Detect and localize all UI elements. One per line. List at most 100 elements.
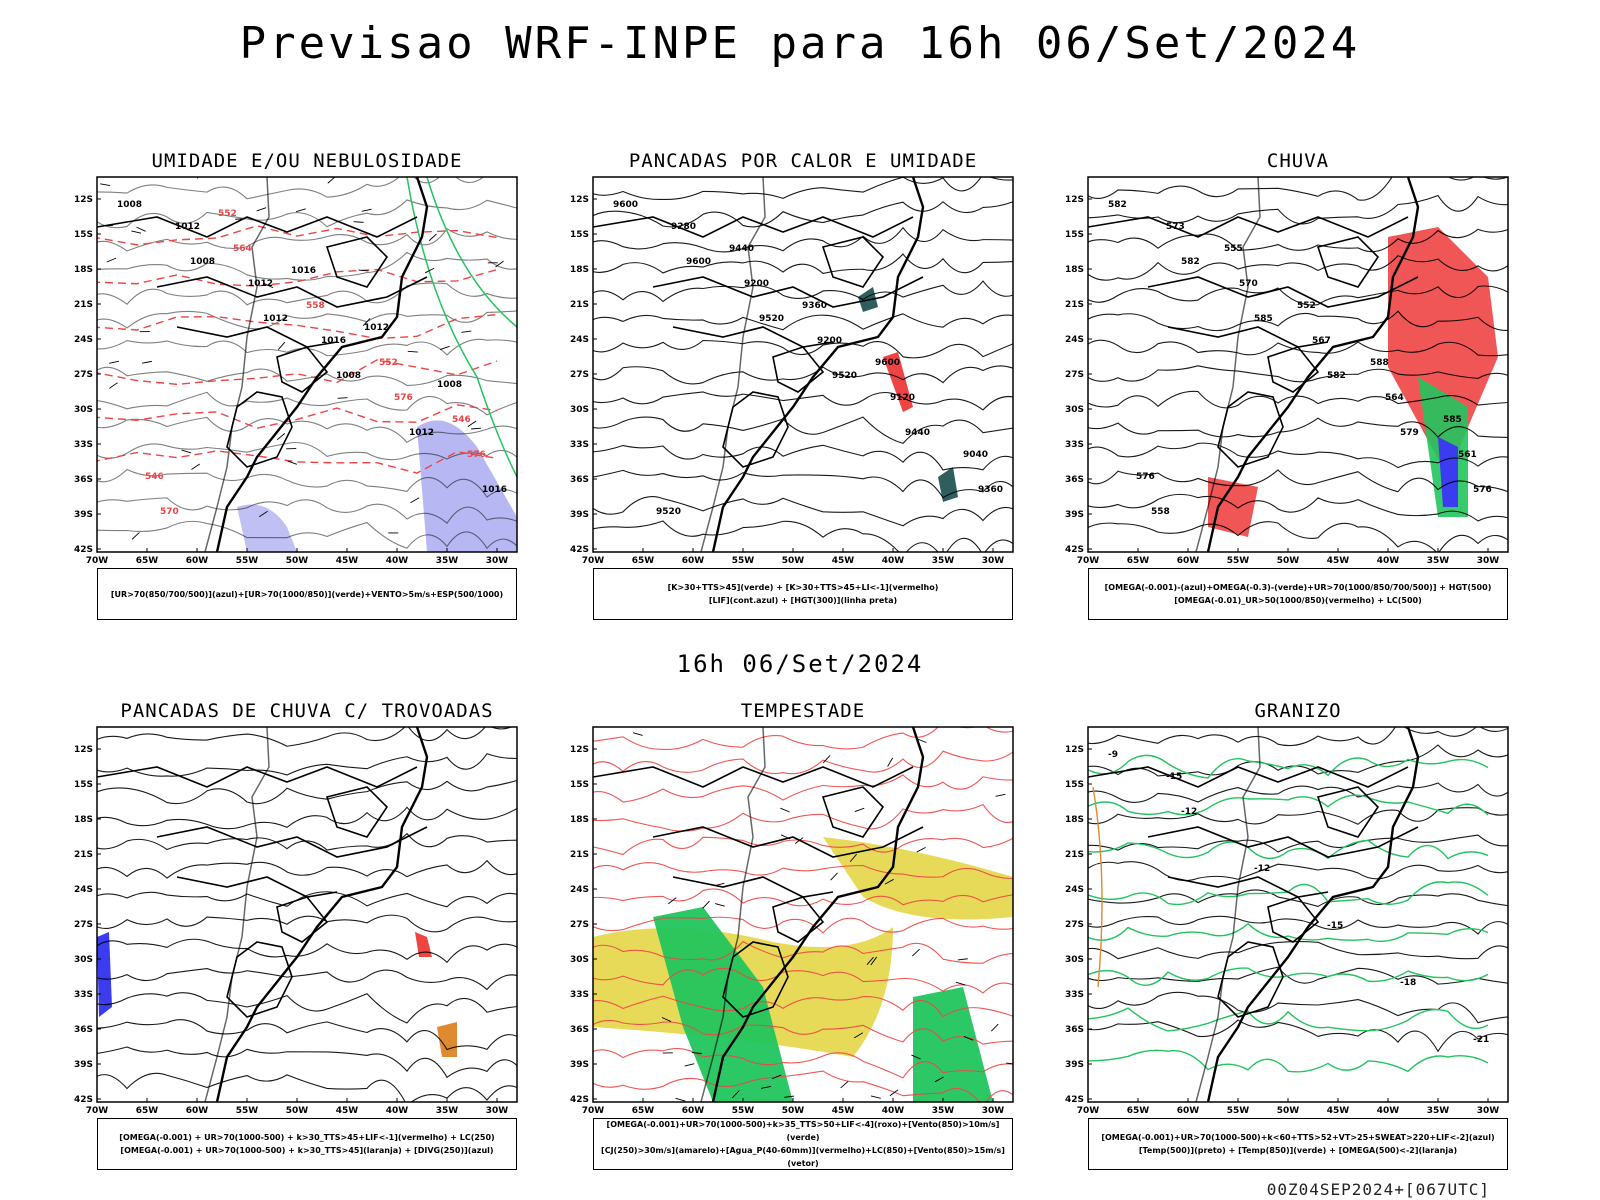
lon-tick-label: 70W [86,1106,109,1116]
lat-tick-label: 15S [570,780,589,790]
lat-tick-label: 33S [570,990,589,1000]
contour-label: 9200 [817,336,842,346]
lon-tick-label: 70W [1077,556,1100,566]
contour-label: 9280 [671,222,696,232]
contour-label: 546 [452,415,471,425]
legend-box: [OMEGA(-0.001)+UR>70(1000-500)+k>35_TTS>… [593,1118,1013,1170]
contour-label: -9 [1108,750,1118,760]
panel-title: PANCADAS DE CHUVA C/ TROVOADAS [120,700,494,722]
lat-tick-label: 39S [74,1060,93,1070]
lat-tick-label: 36S [74,475,93,485]
contour-label: 9360 [802,301,827,311]
contour-label: 576 [394,393,413,403]
contour-label: 570 [1239,279,1258,289]
map-plot: -9 -12 -12 -15 -18 -21 -15 12S 15S 18S 21S 24S 27S 30… [1065,726,1509,1116]
lon-tick-label: 60W [1177,556,1200,566]
lat-tick-label: 12S [74,195,93,205]
contour-label: 582 [1327,371,1346,381]
lon-tick-label: 30W [486,556,509,566]
lon-tick-label: 45W [336,1106,359,1116]
legend-box: [OMEGA(-0.001)-(azul)+OMEGA(-0.3)-(verde… [1088,568,1508,620]
legend-line: [OMEGA(-0.001) + UR>70(1000-500) + k>30_… [119,1133,495,1142]
legend-box: [OMEGA(-0.001)+UR>70(1000-500)+k<60+TTS>… [1088,1118,1508,1170]
lon-tick-label: 70W [86,556,109,566]
contour-label: 561 [1458,450,1477,460]
lat-tick-label: 12S [570,195,589,205]
contour-label: 570 [160,507,179,517]
contour-label: 552 [379,358,398,368]
contour-label: -12 [1181,807,1197,817]
lat-tick-label: 21S [570,300,589,310]
instability-area [883,352,913,412]
contour-label: 558 [1151,507,1170,517]
lat-tick-label: 18S [1065,815,1084,825]
legend-line: [OMEGA(-0.001)+UR>70(1000-500)+k<60+TTS>… [1101,1133,1495,1142]
contour-label: -15 [1166,772,1182,782]
lon-tick-label: 65W [632,556,655,566]
contour-label: 9520 [759,314,784,324]
lon-tick-label: 50W [1277,1106,1300,1116]
panel-title: PANCADAS POR CALOR E UMIDADE [628,150,978,172]
contour-label: 1016 [482,485,507,495]
lat-tick-label: 36S [1065,475,1084,485]
lat-tick-label: 21S [74,850,93,860]
legend-line: [OMEGA(-0.01)_UR>50(1000/850)(vermelho) … [1174,596,1422,605]
contour-label: 576 [467,450,486,460]
lon-tick-label: 35W [436,1106,459,1116]
lon-tick-label: 40W [1377,556,1400,566]
lat-tick-label: 42S [570,545,589,555]
contour-label: 582 [1181,257,1200,267]
lat-tick-label: 33S [74,990,93,1000]
contour-label: 552 [218,209,237,219]
contour-label: 552 [1297,301,1316,311]
lat-tick-label: 39S [1065,1060,1084,1070]
lat-tick-label: 18S [1065,265,1084,275]
lat-tick-label: 36S [1065,1025,1084,1035]
lat-tick-label: 12S [74,745,93,755]
contour-label: 564 [1385,393,1404,403]
lon-tick-label: 60W [682,1106,705,1116]
lat-tick-label: 15S [74,780,93,790]
lon-tick-label: 30W [1477,556,1500,566]
lon-tick-label: 50W [286,1106,309,1116]
legend-line: [CJ(250)>30m/s](amarelo)+[Agua_P(40-60mm… [601,1146,1005,1168]
lat-tick-label: 36S [570,1025,589,1035]
lat-tick-label: 18S [74,815,93,825]
lon-tick-label: 55W [1227,1106,1250,1116]
panel-title: CHUVA [1266,150,1330,172]
contour-label: 1012 [409,428,434,438]
lat-tick-label: 27S [74,370,93,380]
lon-tick-label: 45W [832,556,855,566]
lat-tick-label: 24S [1065,885,1084,895]
lon-tick-label: 70W [582,556,605,566]
contour-label: 582 [1108,200,1127,210]
lon-tick-label: 35W [1427,556,1450,566]
contour-label: 1008 [117,200,142,210]
lon-tick-label: 65W [1127,1106,1150,1116]
contour-label: 1008 [437,380,462,390]
lat-tick-label: 18S [570,265,589,275]
lat-tick-label: 24S [570,335,589,345]
contour-label: 1016 [291,266,316,276]
lon-tick-label: 65W [1127,556,1150,566]
lon-tick-label: 45W [1327,556,1350,566]
lat-tick-label: 15S [570,230,589,240]
map-plot: 582 582 585 582 579 576 573 570 567 564 561 558 555 5… [1065,176,1509,566]
lat-tick-label: 42S [1065,1095,1084,1105]
panel-title: UMIDADE E/OU NEBULOSIDADE [151,150,463,172]
lon-tick-label: 60W [682,556,705,566]
lat-tick-label: 30S [570,405,589,415]
contour-label: 576 [1136,472,1155,482]
lat-tick-label: 42S [570,1095,589,1105]
lat-tick-label: 24S [1065,335,1084,345]
contour-label: 585 [1443,415,1462,425]
contour-label: 579 [1400,428,1419,438]
contour-label: 9120 [890,393,915,403]
forecast-date: 16h 06/Set/2024 [676,650,924,678]
lat-tick-label: 12S [1065,195,1084,205]
lon-tick-label: 40W [882,556,905,566]
lon-tick-label: 60W [186,556,209,566]
lat-tick-label: 27S [1065,370,1084,380]
lon-tick-label: 30W [982,1106,1005,1116]
